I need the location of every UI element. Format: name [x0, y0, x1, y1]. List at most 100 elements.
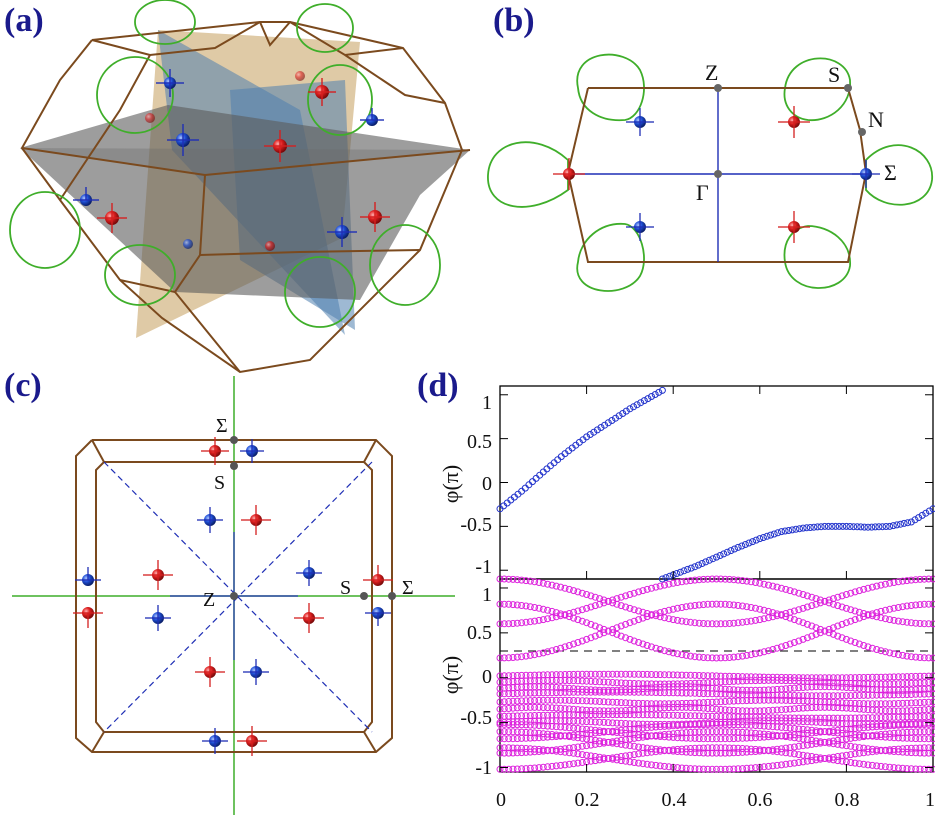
data-point [691, 576, 699, 584]
data-point [665, 746, 673, 754]
data-point [596, 600, 604, 608]
data-point [745, 539, 753, 547]
data-point [687, 618, 694, 626]
data-point [903, 699, 911, 707]
data-point [799, 604, 807, 612]
data-point [786, 714, 794, 722]
data-point [630, 706, 638, 714]
data-point [890, 729, 898, 737]
data-point [682, 721, 690, 729]
data-point [531, 734, 539, 742]
data-point [765, 722, 772, 730]
data-point [604, 719, 612, 727]
data-point [591, 670, 599, 678]
data-point [920, 620, 928, 628]
data-point [721, 765, 729, 773]
data-point [613, 753, 621, 761]
data-point [760, 763, 768, 771]
data-point [713, 735, 720, 743]
series-bottom [496, 575, 935, 773]
data-point [834, 674, 842, 682]
data-point [929, 654, 935, 662]
data-point [695, 765, 703, 773]
data-point [665, 722, 673, 730]
data-point [578, 637, 586, 645]
data-point [652, 732, 660, 739]
panel-d-wilson-loops: 1 0.5 0 -0.5 -1 1 0.5 0 -0.5 -1 0 0.2 0.… [438, 385, 935, 811]
data-point [656, 609, 664, 617]
data-point [834, 753, 842, 760]
data-point [838, 741, 846, 749]
data-point [691, 619, 699, 627]
data-point [500, 575, 508, 583]
data-point [842, 604, 850, 612]
data-point [539, 717, 547, 725]
data-point [782, 760, 790, 768]
data-point [743, 651, 751, 659]
data-point [759, 534, 767, 541]
data-point [513, 728, 521, 736]
data-point [855, 760, 863, 768]
data-point [894, 604, 902, 611]
data-point [612, 414, 619, 422]
data-point [676, 568, 684, 576]
data-point [916, 749, 924, 757]
data-point [760, 717, 768, 725]
data-point [734, 721, 742, 729]
data-point [747, 604, 755, 611]
data-point [829, 737, 837, 745]
data-point [522, 652, 530, 660]
data-point [834, 679, 842, 687]
data-point [846, 523, 854, 530]
data-point [544, 717, 552, 725]
data-point [639, 670, 647, 678]
data-point [578, 734, 586, 742]
data-point [873, 720, 881, 728]
data-point [596, 624, 604, 632]
data-point [622, 670, 630, 678]
label-c-sigma-top: Σ [216, 415, 228, 437]
data-point [786, 705, 794, 713]
data-point [795, 714, 803, 722]
data-point [531, 578, 539, 586]
data-point [637, 399, 645, 407]
data-point [851, 639, 859, 646]
data-point [656, 613, 664, 621]
data-point [752, 745, 759, 753]
data-point [886, 673, 894, 681]
data-point [604, 711, 612, 718]
data-point [868, 706, 876, 714]
data-point [713, 575, 720, 583]
data-point [682, 689, 690, 697]
data-point [763, 532, 771, 540]
data-point [526, 764, 534, 772]
data-point [855, 749, 863, 757]
data-point [544, 689, 552, 697]
data-point [713, 749, 720, 757]
data-point [851, 607, 859, 615]
data-point [778, 732, 785, 740]
high-sym-points-b [714, 84, 866, 178]
data-point [812, 753, 820, 761]
data-point [630, 711, 638, 719]
data-point [565, 744, 573, 752]
data-point [552, 582, 560, 590]
data-point [695, 721, 703, 729]
data-point [795, 637, 803, 645]
data-point [721, 654, 729, 662]
data-point [596, 630, 604, 638]
data-point [765, 691, 772, 699]
data-point [574, 616, 582, 624]
data-point [600, 698, 608, 706]
data-point [496, 705, 504, 713]
data-point [587, 711, 595, 719]
label-c-z: Z [203, 589, 215, 611]
data-point [734, 673, 742, 680]
data-point [821, 703, 829, 711]
data-point [661, 647, 668, 655]
data-point [782, 642, 790, 649]
data-point [583, 619, 591, 627]
data-point [886, 616, 894, 624]
data-point [643, 724, 651, 732]
data-point [695, 712, 703, 720]
